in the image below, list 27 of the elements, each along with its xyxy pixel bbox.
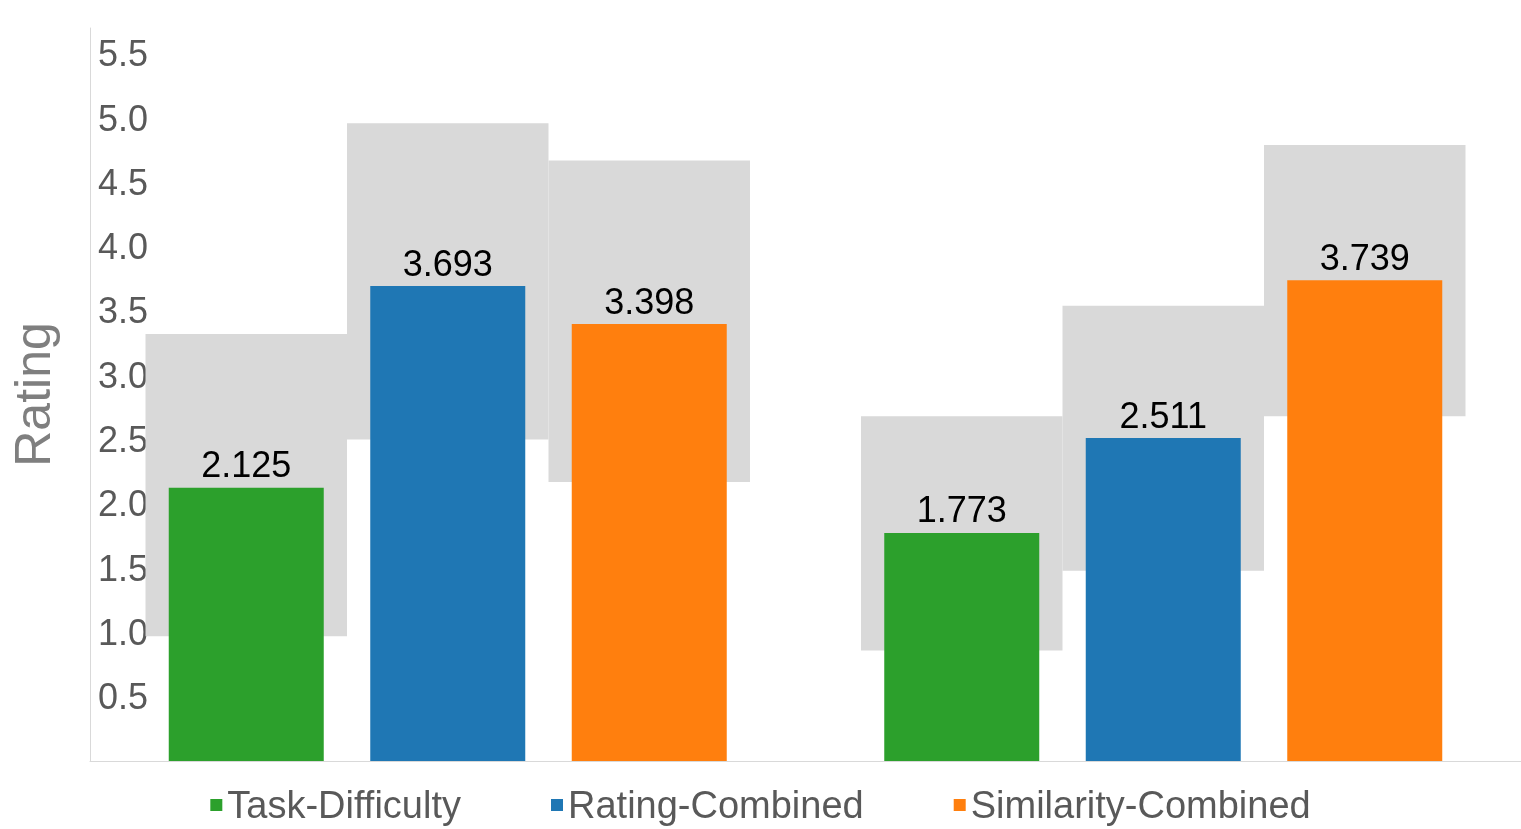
legend-label: Similarity-Combined	[970, 784, 1311, 826]
bar	[168, 487, 324, 761]
data-label: 2.511	[1119, 394, 1207, 436]
data-label: 3.398	[604, 280, 695, 322]
bar	[884, 533, 1040, 761]
data-label: 2.125	[201, 444, 292, 486]
legend-label: Rating-Combined	[568, 784, 864, 826]
bar	[571, 324, 727, 761]
y-tick-label: 4.0	[98, 226, 149, 268]
y-tick-label: 3.0	[98, 354, 149, 396]
y-tick-label: 4.5	[98, 161, 149, 203]
y-axis-title: Rating	[5, 322, 61, 467]
bar	[1287, 280, 1443, 761]
data-label: 3.739	[1319, 236, 1410, 278]
y-tick-label: 2.0	[98, 483, 149, 525]
y-tick-label: 5.5	[98, 33, 149, 75]
legend-label: Task-Difficulty	[227, 784, 462, 826]
y-tick-label: 3.5	[98, 290, 149, 332]
y-tick-label: 2.5	[98, 419, 149, 461]
y-tick-label: 0.5	[98, 676, 149, 718]
data-label: 3.693	[402, 242, 493, 284]
y-tick-label: 5.0	[98, 97, 149, 139]
data-label: 1.773	[916, 489, 1007, 531]
bar	[1085, 438, 1241, 761]
y-tick-label: 1.5	[98, 547, 149, 589]
bar	[370, 286, 526, 761]
y-tick-label: 1.0	[98, 611, 149, 653]
